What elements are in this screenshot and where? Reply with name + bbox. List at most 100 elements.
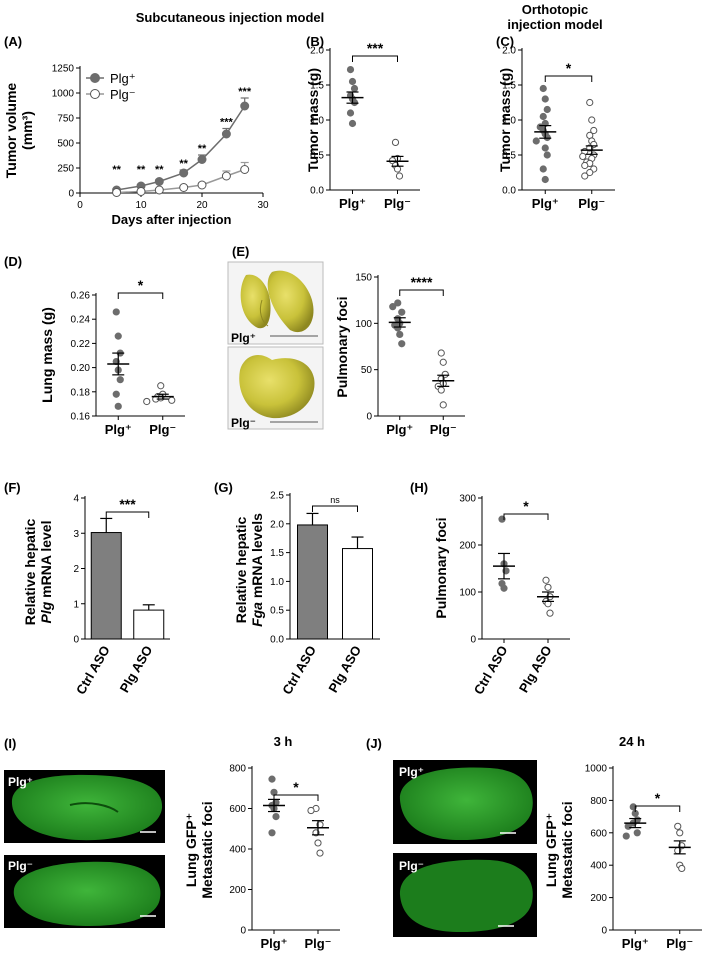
data-point-A [154, 185, 164, 195]
y-tick-label-G: 2.0 [270, 519, 284, 530]
y-tick-label-G: 1.0 [270, 577, 284, 588]
significance-bracket-H [503, 513, 549, 520]
data-point-C [532, 137, 540, 145]
data-point-A [240, 165, 250, 174]
significance-label-F: *** [119, 496, 136, 512]
panel-label-A: (A) [4, 34, 22, 49]
data-point-J [678, 864, 686, 873]
data-point-A [136, 187, 146, 196]
y-tick-label-I: 400 [229, 845, 246, 856]
y-tick-label-G: 2.5 [270, 491, 284, 502]
photo-label-i-bottom: Plg⁻ [8, 859, 33, 873]
significance-bracket-F [105, 511, 150, 518]
data-point-A [221, 171, 231, 181]
y-tick-label-J: 400 [590, 861, 607, 872]
data-point-B [348, 119, 357, 128]
data-point-I [270, 788, 278, 796]
y-axis-label-J: Lung GFP⁺ [543, 813, 559, 887]
data-point-E [398, 308, 406, 316]
y-tick-label-G: 0.0 [270, 635, 284, 646]
data-point-E [396, 330, 404, 339]
y-tick-label-G: 0.5 [270, 606, 284, 617]
gfp-photo-24h-plg-minus: Plg⁻ [393, 853, 537, 937]
data-point-B [346, 66, 355, 74]
significance-label-A: ** [198, 143, 207, 155]
data-point-E [439, 358, 447, 366]
y-tick-label-C: 1.5 [502, 81, 516, 92]
x-category-label-D: Plg⁻ [149, 422, 176, 437]
data-point-C [586, 98, 594, 107]
data-point-J [622, 832, 630, 840]
x-category-label-I: Plg⁻ [304, 936, 331, 951]
y-tick-label-J: 600 [590, 828, 607, 839]
y-axis-label-D: Lung mass (g) [39, 307, 55, 403]
data-point-A [154, 177, 164, 186]
data-point-A [197, 180, 207, 190]
y-tick-label-C: 0.0 [502, 186, 516, 197]
data-point-J [674, 822, 682, 830]
y-tick-label-F: 0 [73, 635, 79, 646]
significance-bracket-G [312, 505, 358, 512]
panel-J: (J) 0 200 400 600 800 1000 Plg⁺ Plg⁻ * Lung GFP⁺ Me… [366, 736, 702, 951]
data-point-H [544, 583, 552, 591]
significance-label-A: ** [137, 164, 146, 176]
x-category-label-I: Plg⁺ [260, 936, 287, 951]
data-point-C [543, 151, 551, 159]
data-point-C [588, 116, 596, 124]
data-point-H [546, 609, 554, 617]
data-point-J [676, 829, 684, 837]
panel-label-I: (I) [4, 736, 16, 751]
y-tick-label-H: 300 [459, 494, 476, 505]
photo-label-j-top: Plg⁺ [399, 765, 424, 779]
x-category-label-D: Plg⁺ [105, 422, 132, 437]
panel-I: (I) 0 200 400 600 800 Plg⁺ Plg⁻ * Lung GFP⁺ Metast… [4, 736, 340, 951]
significance-label-C: * [566, 60, 572, 76]
data-point-B [346, 109, 355, 117]
bar-F [133, 609, 165, 640]
significance-bracket-E [399, 289, 444, 296]
x-tick-label-A: 30 [257, 200, 269, 211]
significance-label-A: ** [155, 164, 164, 176]
y-tick-label-J: 0 [601, 926, 607, 937]
y-tick-label-A: 750 [57, 114, 74, 125]
significance-label-D: * [138, 277, 144, 293]
x-category-label-G: Plg ASO [325, 643, 364, 695]
y-axis-label-part: mRNA levels [249, 513, 265, 602]
data-point-C [543, 105, 551, 114]
significance-bracket-J [634, 805, 681, 812]
y-tick-label-F: 3 [73, 529, 79, 540]
y-axis-label-J: Metastatic foci [559, 801, 575, 898]
y-tick-label-D: 0.22 [71, 339, 91, 350]
panel-label-J: (J) [366, 736, 382, 751]
data-point-D [168, 396, 176, 404]
y-tick-label-I: 600 [229, 804, 246, 815]
panel-D: (D) 0.16 0.18 0.20 0.22 0.24 0.26 Plg⁺ Plg⁻ * Lung… [4, 254, 185, 437]
panel-B: (B) 0.0 0.5 1.0 1.5 2.0 Plg⁺ Plg⁻ *** Tumor mass … [305, 34, 420, 211]
data-point-E [437, 349, 445, 357]
data-point-B [350, 84, 359, 93]
legend-marker-A [90, 89, 100, 99]
y-axis-label-A: (mm³) [19, 111, 35, 150]
photo-label-e-bottom: Plg⁻ [231, 416, 256, 430]
panel-H: (H) 0 100 200 300 Ctrl ASO Plg ASO * Pulmonary f… [410, 480, 570, 697]
data-point-A [221, 129, 231, 139]
y-axis-label-I: Metastatic foci [199, 801, 215, 898]
data-point-D [112, 390, 120, 398]
legend-label-A: Plg⁻ [110, 87, 136, 102]
y-tick-label-H: 0 [470, 635, 476, 646]
data-point-I [307, 806, 315, 815]
significance-bracket-D [117, 292, 164, 299]
y-tick-label-D: 0.18 [71, 387, 91, 398]
x-category-label-E: Plg⁻ [430, 422, 457, 437]
header-24h: 24 h [619, 734, 645, 749]
panel-label-F: (F) [4, 480, 21, 495]
x-category-label-G: Ctrl ASO [279, 643, 319, 697]
data-point-E [398, 340, 406, 348]
x-category-label-J: Plg⁻ [666, 936, 693, 951]
significance-label-A: ** [112, 164, 121, 176]
y-tick-label-B: 0.5 [310, 151, 324, 162]
lung-photo-plg-plus: Plg⁺ [227, 261, 324, 345]
header-orthotopic-line1: Orthotopic [522, 2, 588, 17]
data-point-E [439, 401, 447, 409]
